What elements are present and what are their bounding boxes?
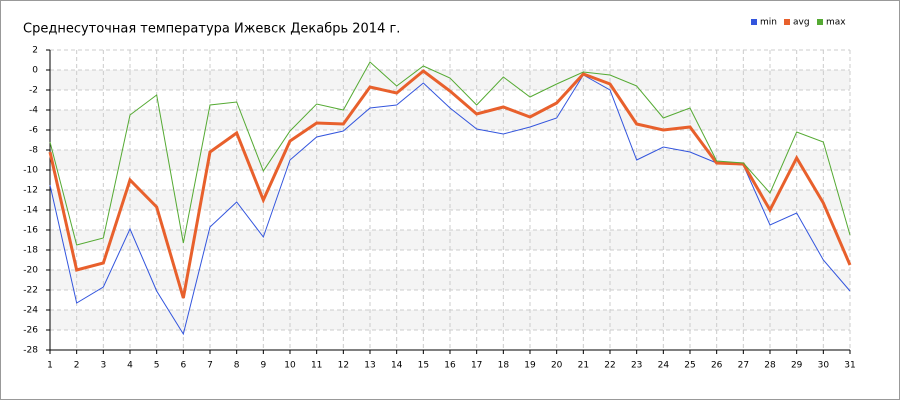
x-tick-label: 16 [444,361,456,371]
y-tick-label: -28 [23,346,38,356]
y-tick-label: -26 [23,326,38,336]
x-tick-label: 26 [711,361,723,371]
x-tick-label: 21 [578,361,589,371]
x-tick-label: 3 [100,361,106,371]
x-tick-label: 20 [551,361,563,371]
y-tick-label: -4 [29,106,38,116]
y-tick-label: -10 [23,166,38,176]
x-tick-label: 31 [844,361,855,371]
y-tick-label: 0 [32,66,38,76]
legend-label: max [826,18,846,28]
x-tick-label: 10 [284,361,296,371]
x-tick-label: 19 [524,361,536,371]
legend-swatch [784,19,790,25]
x-tick-label: 28 [764,361,776,371]
x-tick-label: 7 [207,361,213,371]
x-tick-label: 23 [631,361,642,371]
y-tick-label: -14 [23,206,38,216]
x-tick-label: 24 [658,361,670,371]
legend-swatch [751,19,757,25]
y-tick-label: -16 [23,226,38,236]
x-tick-label: 2 [74,361,80,371]
x-tick-label: 27 [738,361,749,371]
legend-swatch [817,19,823,25]
y-tick-label: -8 [29,146,38,156]
y-tick-label: -20 [23,266,38,276]
x-tick-label: 29 [791,361,803,371]
x-tick-label: 9 [260,361,266,371]
x-tick-label: 11 [311,361,322,371]
x-tick-label: 6 [180,361,186,371]
x-tick-label: 12 [338,361,349,371]
x-tick-label: 30 [818,361,830,371]
x-tick-label: 1 [47,361,53,371]
y-tick-label: -22 [23,286,38,296]
x-tick-label: 22 [604,361,615,371]
x-tick-label: 5 [154,361,160,371]
band [50,270,850,290]
chart-title: Среднесуточная температура Ижевск Декабр… [23,22,400,37]
x-tick-label: 13 [364,361,375,371]
x-tick-label: 8 [234,361,240,371]
y-tick-label: 2 [32,46,38,56]
x-tick-label: 15 [418,361,429,371]
line-avg [48,69,852,299]
y-tick-label: -6 [29,126,38,136]
y-tick-label: -12 [23,186,38,196]
y-tick-label: -2 [29,86,38,96]
legend-label: avg [793,18,810,28]
x-tick-label: 14 [391,361,403,371]
x-tick-label: 18 [498,361,510,371]
x-tick-label: 4 [127,361,133,371]
x-tick-label: 17 [471,361,482,371]
y-tick-label: -18 [23,246,38,256]
line-max [49,61,851,246]
x-tick-label: 25 [684,361,695,371]
legend-label: min [760,18,777,28]
y-tick-label: -24 [23,306,38,316]
